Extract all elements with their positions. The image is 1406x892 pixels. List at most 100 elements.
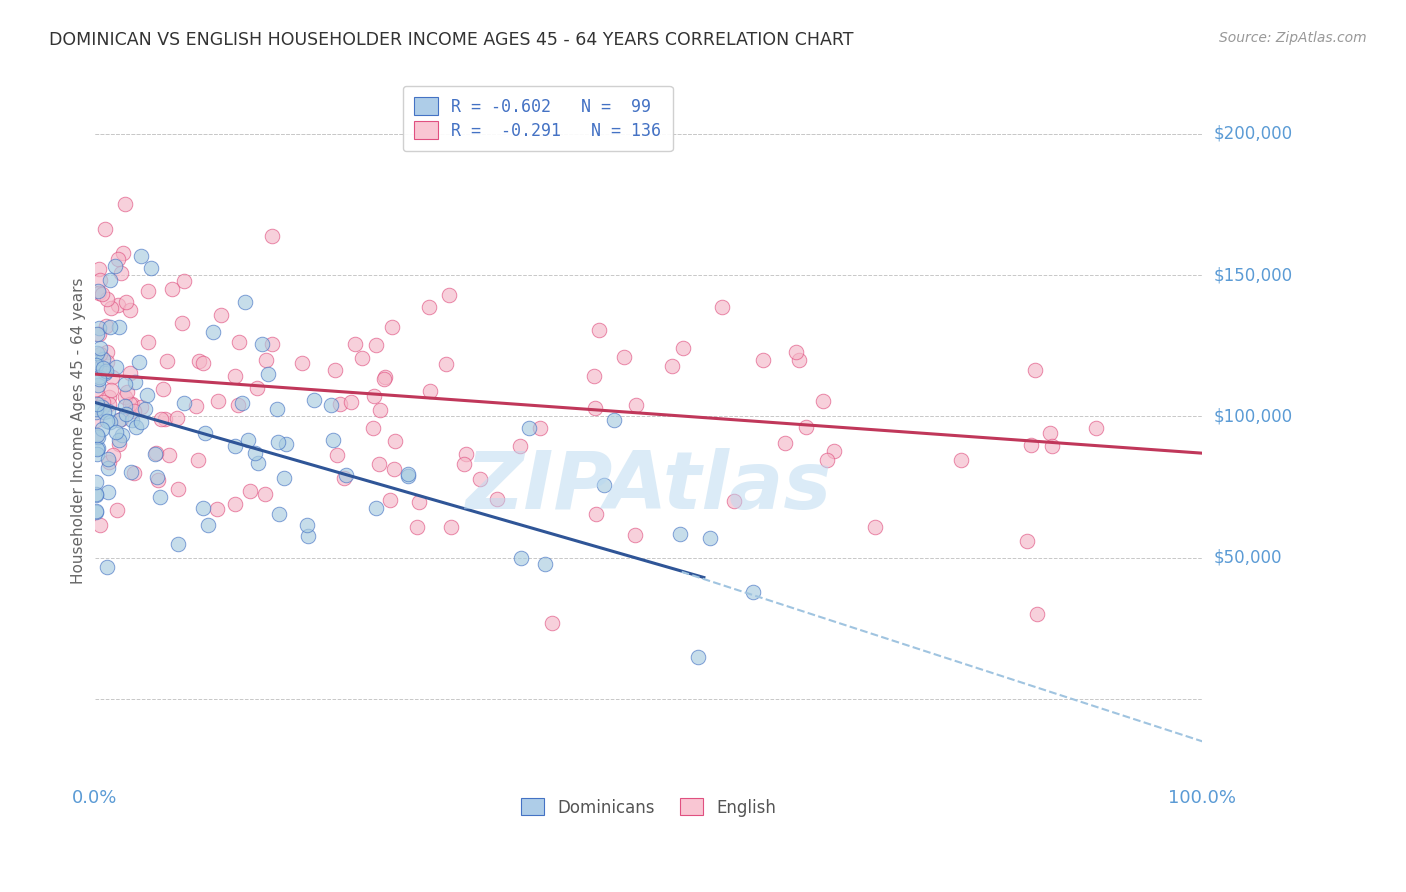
Point xyxy=(100,273,122,287)
Point xyxy=(794,419,817,434)
Point xyxy=(146,473,169,487)
Point xyxy=(129,401,152,415)
Point xyxy=(207,502,229,516)
Point xyxy=(86,345,108,359)
Point xyxy=(209,308,232,322)
Point xyxy=(699,531,721,545)
Point xyxy=(89,273,111,287)
Point xyxy=(384,434,406,448)
Point xyxy=(104,425,127,440)
Point xyxy=(626,398,648,412)
Point xyxy=(193,501,215,516)
Point xyxy=(239,483,262,498)
Point xyxy=(97,452,120,467)
Point xyxy=(84,382,107,396)
Point xyxy=(84,358,107,372)
Point xyxy=(456,446,478,460)
Point xyxy=(374,369,396,384)
Point xyxy=(91,394,114,409)
Point xyxy=(201,326,224,340)
Point xyxy=(86,442,108,456)
Point xyxy=(329,397,352,411)
Point xyxy=(517,421,540,435)
Point xyxy=(98,415,121,429)
Point xyxy=(583,401,606,416)
Point xyxy=(160,282,183,296)
Point xyxy=(118,303,141,318)
Point xyxy=(245,446,267,460)
Point xyxy=(91,422,114,436)
Point xyxy=(509,439,531,453)
Point xyxy=(295,517,318,532)
Point xyxy=(1019,438,1042,452)
Point xyxy=(381,320,404,334)
Point xyxy=(256,367,278,381)
Point xyxy=(419,384,441,399)
Legend: Dominicans, English: Dominicans, English xyxy=(512,790,785,825)
Point xyxy=(145,470,167,484)
Point xyxy=(97,461,120,475)
Point xyxy=(434,357,457,371)
Point xyxy=(90,400,112,414)
Point xyxy=(197,518,219,533)
Point xyxy=(121,397,143,411)
Point xyxy=(86,327,108,342)
Point xyxy=(368,457,391,471)
Point xyxy=(87,261,110,276)
Point xyxy=(108,320,131,334)
Point xyxy=(260,229,283,244)
Point xyxy=(115,385,138,400)
Point xyxy=(373,372,395,386)
Point xyxy=(145,446,167,460)
Point xyxy=(267,435,290,450)
Point xyxy=(87,284,110,298)
Point xyxy=(134,402,156,417)
Point xyxy=(136,284,159,298)
Point xyxy=(103,448,125,462)
Point xyxy=(378,493,401,508)
Point xyxy=(775,436,797,450)
Text: ZIPAtlas: ZIPAtlas xyxy=(465,448,831,526)
Point xyxy=(96,292,118,306)
Point xyxy=(350,351,373,365)
Point xyxy=(510,550,533,565)
Point xyxy=(100,301,122,315)
Point xyxy=(333,470,356,484)
Point xyxy=(470,472,492,486)
Point xyxy=(785,345,807,359)
Point xyxy=(950,452,973,467)
Point xyxy=(669,527,692,541)
Point xyxy=(252,337,274,351)
Point xyxy=(1015,534,1038,549)
Point xyxy=(711,301,734,315)
Point xyxy=(529,421,551,435)
Point xyxy=(787,353,810,368)
Point xyxy=(166,410,188,425)
Point xyxy=(84,401,107,416)
Point xyxy=(87,320,110,334)
Point xyxy=(368,403,391,417)
Point xyxy=(267,507,290,521)
Point xyxy=(89,372,111,386)
Point xyxy=(339,395,361,409)
Point xyxy=(247,456,270,470)
Point xyxy=(741,584,763,599)
Point xyxy=(361,420,384,434)
Text: Source: ZipAtlas.com: Source: ZipAtlas.com xyxy=(1219,31,1367,45)
Point xyxy=(226,398,249,412)
Point xyxy=(110,427,132,442)
Point xyxy=(1026,607,1049,621)
Point xyxy=(364,501,387,516)
Point xyxy=(98,320,121,334)
Point xyxy=(129,249,152,263)
Point xyxy=(273,471,295,485)
Point xyxy=(155,412,177,426)
Point xyxy=(108,433,131,447)
Point xyxy=(86,397,108,411)
Point xyxy=(94,366,117,380)
Point xyxy=(114,197,136,211)
Point xyxy=(108,413,131,427)
Point xyxy=(194,425,217,440)
Point xyxy=(297,529,319,543)
Point xyxy=(150,412,173,426)
